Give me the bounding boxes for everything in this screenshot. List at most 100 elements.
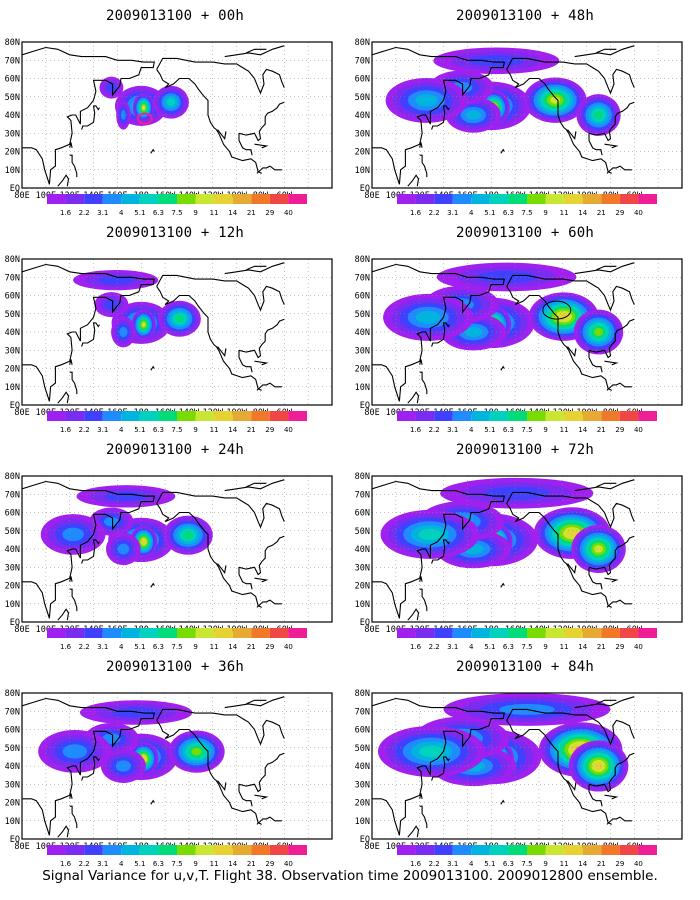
coastline	[57, 825, 70, 838]
coastline	[431, 322, 450, 347]
colorbar-label: 2.2	[429, 209, 440, 217]
colorbar: 1.6 2.2 3.1 4 5.1 6.3 7.5 9 11 14 21 29 40	[47, 845, 307, 868]
colorbar-swatch	[527, 411, 546, 421]
variance-contour	[465, 110, 481, 120]
coastline	[407, 825, 420, 838]
colorbar-swatch	[601, 194, 620, 204]
colorbar-swatch	[508, 411, 527, 421]
coastline	[604, 360, 619, 366]
coastline	[506, 720, 612, 825]
variance-contour	[115, 760, 131, 772]
colorbar-swatch	[214, 845, 233, 855]
colorbar-swatch	[177, 845, 196, 855]
coastline	[419, 359, 423, 365]
colorbar-swatch	[638, 411, 657, 421]
colorbar-label: 11	[210, 426, 219, 434]
colorbar-swatch	[582, 845, 602, 855]
colorbar-label: 3.1	[97, 426, 108, 434]
colorbar-swatch	[177, 411, 196, 421]
lat-tick-label: 50N	[5, 310, 20, 320]
colorbar: 1.6 2.2 3.1 4 5.1 6.3 7.5 9 11 14 21 29 40	[47, 411, 307, 434]
colorbar-label: 2.2	[429, 426, 440, 434]
colorbar-swatch	[415, 628, 435, 638]
colorbar-label: 6.3	[503, 209, 514, 217]
colorbar-swatch	[251, 194, 270, 204]
colorbar-label: 1.6	[60, 643, 72, 651]
map-frame	[21, 475, 333, 623]
colorbar-swatch	[397, 628, 416, 638]
colorbar-label: 9	[193, 209, 197, 217]
coastline	[156, 708, 285, 746]
variance-map: EQ10N20N30N40N50N60N70N80N80E100E120E140…	[5, 255, 333, 418]
colorbar-swatch	[102, 194, 122, 204]
colorbar-label: 11	[210, 643, 219, 651]
colorbar-swatch	[65, 845, 85, 855]
colorbar-label: 11	[560, 860, 569, 868]
colorbar-label: 1.6	[60, 426, 72, 434]
colorbar-label: 11	[560, 426, 569, 434]
colorbar-label: 5.1	[134, 643, 145, 651]
lat-tick-label: 20N	[355, 582, 370, 592]
coastline	[372, 263, 505, 402]
colorbar-swatch	[269, 411, 289, 421]
colorbar-label: 2.2	[79, 209, 90, 217]
colorbar-label: 7.5	[171, 860, 182, 868]
colorbar-swatch	[47, 845, 66, 855]
colorbar-swatch	[619, 194, 639, 204]
colorbar-label: 4	[469, 426, 474, 434]
lat-tick-label: 30N	[355, 563, 370, 573]
coastline	[224, 45, 285, 58]
lat-tick-label: 80N	[5, 472, 20, 482]
coastline	[595, 482, 617, 488]
lat-tick-label: EQ	[10, 184, 20, 194]
colorbar-swatch	[527, 845, 546, 855]
colorbar-swatch	[508, 845, 527, 855]
colorbar-label: 5.1	[134, 426, 145, 434]
coastline	[156, 57, 285, 95]
forecast-panel: 2009013100 + 84h EQ 10N 20N 30N 40N 50N 60N 70N 8…	[350, 651, 700, 873]
colorbar-label: 1.6	[60, 209, 72, 217]
colorbar-swatch	[139, 194, 159, 204]
colorbar-swatch	[452, 194, 472, 204]
colorbar-swatch	[195, 628, 215, 638]
lat-tick-label: 30N	[355, 346, 370, 356]
colorbar-label: 7.5	[521, 426, 532, 434]
colorbar-swatch	[288, 194, 307, 204]
coastline	[588, 101, 635, 142]
lat-tick-label: 70N	[355, 273, 370, 283]
colorbar-swatch	[139, 411, 159, 421]
lat-tick-label: 40N	[5, 111, 20, 121]
forecast-panel: 2009013100 + 24h EQ 10N 20N 30N 40N 50N 60N 70N 8…	[0, 434, 350, 656]
colorbar-label: 29	[615, 426, 624, 434]
lat-tick-label: 60N	[355, 509, 370, 519]
colorbar-label: 3.1	[447, 860, 458, 868]
colorbar-label: 40	[284, 643, 293, 651]
colorbar-swatch	[601, 411, 620, 421]
colorbar-label: 14	[228, 860, 237, 868]
coastline	[506, 286, 612, 391]
colorbar-label: 3.1	[447, 643, 458, 651]
coastline	[606, 816, 632, 825]
colorbar: 1.6 2.2 3.1 4 5.1 6.3 7.5 9 11 14 21 29 40	[397, 411, 657, 434]
colorbar-swatch	[564, 411, 583, 421]
lat-tick-label: 10N	[5, 383, 20, 393]
lat-tick-label: 30N	[5, 780, 20, 790]
lat-tick-label: 70N	[355, 490, 370, 500]
colorbar-label: 14	[578, 426, 587, 434]
variance-map: EQ10N20N30N40N50N60N70N80N80E100E120E140…	[5, 689, 333, 852]
lat-tick-label: 40N	[5, 328, 20, 338]
colorbar-swatch	[251, 845, 270, 855]
forecast-panel: 2009013100 + 36h EQ 10N 20N 30N 40N 50N 60N 70N 8…	[0, 651, 350, 873]
colorbar-label: 6.3	[503, 860, 514, 868]
colorbar-swatch	[489, 411, 509, 421]
colorbar-label: 11	[560, 643, 569, 651]
lat-tick-label: 30N	[5, 563, 20, 573]
colorbar-swatch	[232, 411, 252, 421]
lat-tick-label: 20N	[355, 365, 370, 375]
colorbar-swatch	[452, 411, 472, 421]
colorbar-swatch	[582, 411, 602, 421]
lat-tick-label: 70N	[5, 273, 20, 283]
colorbar-label: 7.5	[521, 860, 532, 868]
coastline	[238, 567, 253, 590]
coastline	[81, 756, 100, 781]
